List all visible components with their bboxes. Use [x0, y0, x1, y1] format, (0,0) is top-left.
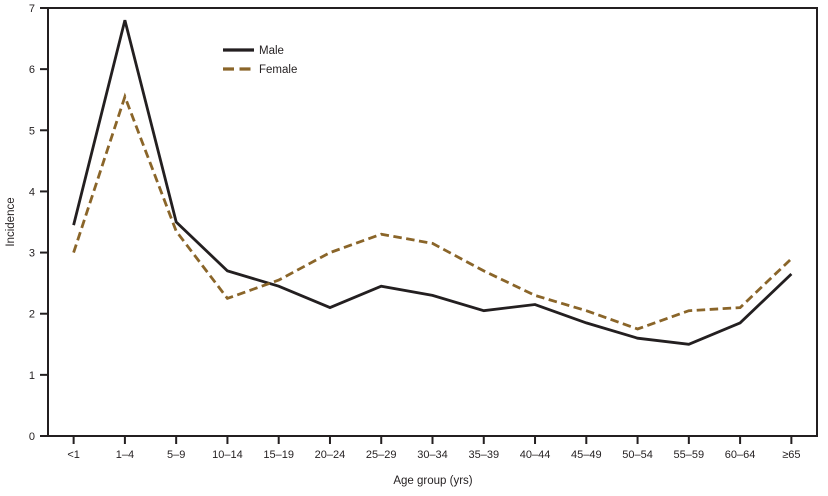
- male-series-line: [72, 19, 793, 346]
- series-layer: [72, 19, 793, 346]
- y-tick-label: 1: [29, 370, 35, 382]
- x-tick-label: 15–19: [263, 449, 294, 461]
- y-tick-label: 2: [29, 309, 35, 321]
- y-tick-label: 5: [29, 125, 35, 137]
- y-tick-label: 3: [29, 248, 35, 260]
- x-tick-label: 40–44: [520, 449, 551, 461]
- female-legend-label: Female: [259, 64, 297, 76]
- x-tick-label: 30–34: [417, 449, 448, 461]
- x-tick-label: 10–14: [212, 449, 243, 461]
- male-legend-label: Male: [259, 45, 284, 57]
- x-tick-label: 25–29: [366, 449, 397, 461]
- x-tick-label: 45–49: [571, 449, 602, 461]
- y-tick-label: 4: [29, 186, 35, 198]
- x-tick-label: 50–54: [622, 449, 653, 461]
- legend: Male Female: [223, 45, 297, 76]
- y-axis-title: Incidence: [5, 197, 17, 246]
- x-tick-label: 60–64: [725, 449, 756, 461]
- x-axis-title: Age group (yrs): [393, 475, 472, 487]
- plot-border: [47, 7, 818, 437]
- axes-layer: 0 1 2 3 4 5 6 7 <1 1–4 5–9 10–14 15–19 20–24 25–29 30–3…: [29, 3, 801, 461]
- x-tick-label: 1–4: [116, 449, 134, 461]
- y-tick-label: 6: [29, 64, 35, 76]
- x-tick-label: 20–24: [315, 449, 346, 461]
- x-tick-label: ≥65: [782, 449, 800, 461]
- x-tick-label: 35–39: [468, 449, 499, 461]
- x-tick-label: <1: [67, 449, 80, 461]
- x-tick-label: 5–9: [167, 449, 185, 461]
- y-tick-label: 0: [29, 431, 35, 443]
- y-tick-label: 7: [29, 3, 35, 15]
- female-series-line: [72, 92, 793, 331]
- x-tick-label: 55–59: [674, 449, 705, 461]
